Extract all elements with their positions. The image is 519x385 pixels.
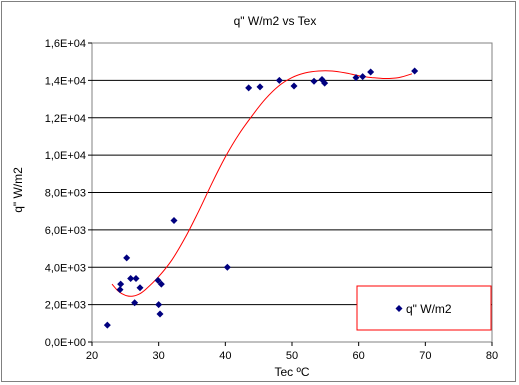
trendline	[111, 70, 413, 297]
data-points	[103, 67, 419, 329]
data-point	[290, 82, 298, 90]
data-point	[123, 254, 131, 262]
y-axis-ticks: 0,0E+00 2,0E+03 4,0E+03 6,0E+03 8,0E+03 1,0E+…	[45, 38, 92, 349]
data-point	[156, 310, 164, 318]
y-axis-label: q" W/m2	[11, 167, 25, 213]
chart-title: q" W/m2 vs Tex	[234, 14, 317, 28]
y-tick-label: 1,6E+04	[45, 38, 86, 50]
y-tick-label: 2,0E+03	[45, 300, 86, 312]
x-tick-label: 40	[219, 350, 231, 362]
y-tick-label: 1,4E+04	[45, 75, 86, 87]
data-point	[352, 74, 360, 82]
x-tick-label: 20	[86, 350, 98, 362]
legend-marker	[395, 305, 403, 312]
x-axis-ticks: 20 30 40 50 60 70 80	[86, 342, 498, 362]
y-tick-label: 0,0E+00	[45, 337, 86, 349]
data-point	[256, 83, 264, 91]
gridlines	[92, 79, 492, 306]
x-tick-label: 60	[353, 350, 365, 362]
data-point	[321, 79, 329, 87]
legend-box	[356, 285, 492, 331]
data-point	[411, 67, 419, 75]
data-point	[132, 274, 140, 282]
data-point	[275, 76, 283, 84]
y-tick-label: 4,0E+03	[45, 262, 86, 274]
x-axis-label: Tec ºC	[274, 365, 309, 379]
data-point	[136, 284, 144, 292]
data-point	[154, 276, 162, 284]
data-point	[155, 301, 163, 309]
y-tick-label: 1,0E+04	[45, 150, 86, 162]
data-point	[127, 274, 135, 282]
data-point	[223, 263, 231, 271]
data-point	[170, 217, 178, 225]
data-point	[245, 84, 253, 92]
data-point	[157, 280, 165, 288]
data-point	[310, 77, 318, 85]
legend: q" W/m2	[356, 285, 492, 331]
data-point	[359, 73, 367, 81]
x-tick-label: 50	[286, 350, 298, 362]
data-point	[367, 68, 375, 76]
legend-label: q" W/m2	[406, 302, 452, 316]
data-point	[103, 321, 111, 329]
data-point	[116, 286, 124, 294]
data-point	[117, 280, 125, 288]
y-tick-label: 1,2E+04	[45, 113, 86, 125]
y-tick-label: 6,0E+03	[45, 225, 86, 237]
x-tick-label: 30	[153, 350, 165, 362]
y-tick-label: 8,0E+03	[45, 188, 86, 200]
data-point	[131, 299, 139, 307]
x-tick-label: 70	[419, 350, 431, 362]
x-tick-label: 80	[486, 350, 498, 362]
